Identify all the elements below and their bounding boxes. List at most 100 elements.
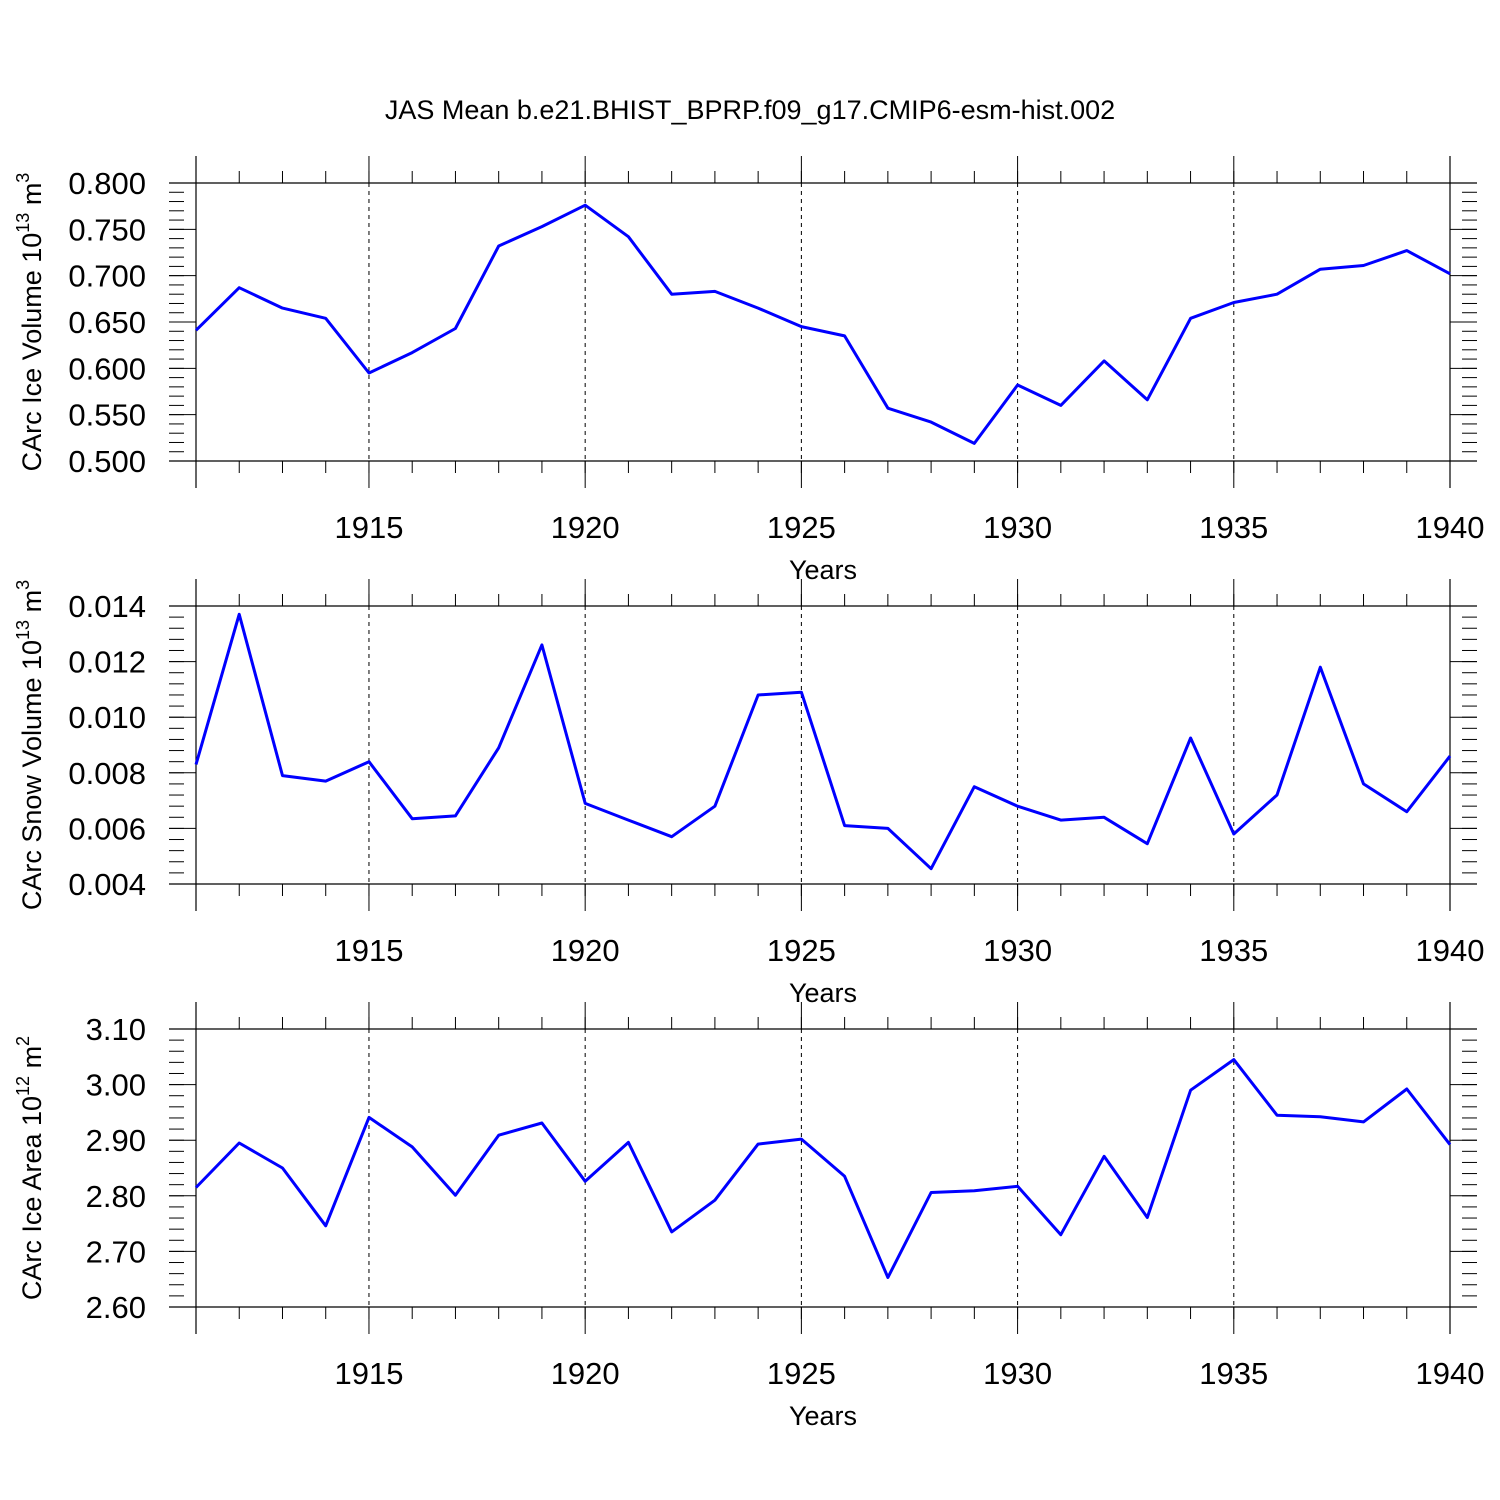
x-tick-label: 1935	[1199, 933, 1268, 968]
y-tick-label: 0.006	[68, 811, 146, 846]
data-point	[583, 1179, 587, 1183]
data-point	[626, 235, 630, 239]
data-point	[324, 316, 328, 320]
data-point	[1189, 1088, 1193, 1092]
data-point	[1318, 1115, 1322, 1119]
data-point	[453, 327, 457, 331]
y-tick-label: 2.70	[86, 1234, 146, 1269]
x-tick-label: 1935	[1199, 510, 1268, 545]
data-point	[929, 867, 933, 871]
y-tick-label: 2.90	[86, 1123, 146, 1158]
data-point	[583, 203, 587, 207]
data-point	[1102, 1154, 1106, 1158]
x-tick-label: 1915	[334, 1356, 403, 1391]
chart-title: JAS Mean b.e21.BHIST_BPRP.f09_g17.CMIP6-…	[385, 95, 1115, 125]
y-axis-label: CArc Ice Area 1012 m2	[13, 1036, 47, 1300]
x-axis-label: Years	[789, 978, 857, 1008]
data-point	[453, 814, 457, 818]
data-point	[281, 1166, 285, 1170]
data-point	[972, 785, 976, 789]
x-tick-label: 1940	[1416, 933, 1485, 968]
data-point	[886, 406, 890, 410]
y-tick-label: 0.008	[68, 756, 146, 791]
y-tick-label: 2.80	[86, 1179, 146, 1214]
data-point	[626, 1140, 630, 1144]
y-tick-label: 3.00	[86, 1068, 146, 1103]
data-point	[929, 1191, 933, 1195]
data-point	[713, 289, 717, 293]
data-point	[237, 1141, 241, 1145]
data-point	[1145, 1216, 1149, 1220]
data-point	[756, 1142, 760, 1146]
y-tick-label: 0.014	[68, 589, 146, 624]
data-point	[1145, 842, 1149, 846]
data-point	[1275, 1113, 1279, 1117]
y-tick-label: 0.700	[68, 259, 146, 294]
x-tick-label: 1920	[551, 933, 620, 968]
data-point	[1102, 359, 1106, 363]
data-point	[843, 1174, 847, 1178]
data-point	[1275, 292, 1279, 296]
x-tick-label: 1925	[767, 1356, 836, 1391]
data-point	[843, 824, 847, 828]
y-tick-label: 0.500	[68, 444, 146, 479]
series-line-3	[194, 1058, 1452, 1279]
x-tick-label: 1940	[1416, 1356, 1485, 1391]
data-point	[670, 1230, 674, 1234]
data-point	[1405, 810, 1409, 814]
data-point	[1232, 301, 1236, 305]
data-point	[1362, 1120, 1366, 1124]
x-tick-label: 1915	[334, 510, 403, 545]
data-point	[540, 1121, 544, 1125]
data-point	[1362, 782, 1366, 786]
data-point	[324, 1224, 328, 1228]
y-tick-label: 0.550	[68, 398, 146, 433]
data-point	[670, 835, 674, 839]
x-axis-label: Years	[789, 1401, 857, 1431]
data-point	[281, 774, 285, 778]
x-tick-label: 1925	[767, 510, 836, 545]
data-point	[843, 334, 847, 338]
x-tick-label: 1930	[983, 933, 1052, 968]
data-point	[886, 1276, 890, 1280]
panel-1: 0.500 0.550 0.600 0.650 0.700 0.750 0.800 1915 1…	[13, 156, 1484, 585]
data-point	[1405, 249, 1409, 253]
data-point	[1059, 818, 1063, 822]
panel-3: 2.60 2.70 2.80 2.90 3.00 3.10 1915 1920 1925 1930…	[13, 1002, 1484, 1431]
data-point	[410, 817, 414, 821]
data-point	[799, 1137, 803, 1141]
x-tick-label: 1920	[551, 510, 620, 545]
data-point	[1275, 793, 1279, 797]
data-point	[972, 1189, 976, 1193]
y-axis-label: CArc Snow Volume 1013 m3	[13, 580, 47, 910]
data-point	[410, 351, 414, 355]
data-point	[929, 420, 933, 424]
data-point	[713, 804, 717, 808]
y-tick-label: 0.004	[68, 867, 146, 902]
data-point	[281, 306, 285, 310]
data-point	[1232, 1058, 1236, 1062]
data-point	[1318, 267, 1322, 271]
data-point	[497, 746, 501, 750]
data-point	[1016, 383, 1020, 387]
x-tick-label: 1935	[1199, 1356, 1268, 1391]
data-point	[1405, 1087, 1409, 1091]
x-tick-label: 1930	[983, 510, 1052, 545]
data-point	[540, 643, 544, 647]
x-axis-label: Years	[789, 555, 857, 585]
data-point	[1189, 736, 1193, 740]
data-point	[713, 1198, 717, 1202]
panel-2: 0.004 0.006 0.008 0.010 0.012 0.014 1915 1920 19…	[13, 579, 1484, 1008]
data-point	[1016, 804, 1020, 808]
data-point	[1448, 1143, 1452, 1147]
data-point	[540, 225, 544, 229]
data-point	[410, 1145, 414, 1149]
x-tick-label: 1940	[1416, 510, 1485, 545]
data-point	[799, 325, 803, 329]
data-point	[756, 693, 760, 697]
data-point	[626, 818, 630, 822]
data-point	[453, 1193, 457, 1197]
data-point	[1448, 272, 1452, 276]
data-point	[1059, 403, 1063, 407]
